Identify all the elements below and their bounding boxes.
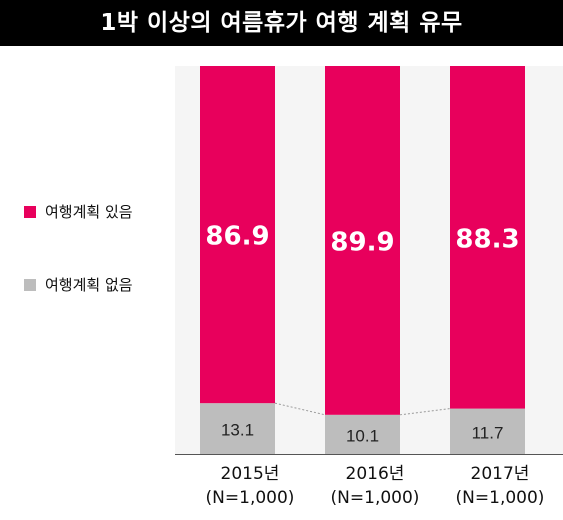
legend-label-no-plan: 여행계획 없음 bbox=[45, 276, 133, 294]
connector-line bbox=[399, 408, 451, 416]
data-label-has-plan: 89.9 bbox=[330, 227, 394, 257]
bar-no-plan bbox=[325, 414, 400, 454]
legend-label-has-plan: 여행계획 있음 bbox=[45, 203, 133, 221]
legend-swatch-has-plan bbox=[24, 205, 36, 218]
x-axis-label-2015: 2015년 (N=1,000) bbox=[188, 462, 312, 510]
bar-no-plan bbox=[200, 403, 275, 454]
x-tick-year: 2015년 bbox=[220, 464, 280, 484]
legend-swatch-no-plan bbox=[24, 278, 36, 291]
x-axis-label-2017: 2017년 (N=1,000) bbox=[438, 462, 562, 510]
bar-no-plan bbox=[450, 408, 525, 454]
x-tick-year: 2017년 bbox=[470, 464, 530, 484]
x-axis-label-2016: 2016년 (N=1,000) bbox=[313, 462, 437, 510]
data-label-no-plan: 13.1 bbox=[221, 421, 254, 440]
data-label-has-plan: 88.3 bbox=[455, 224, 519, 254]
legend-item-has-plan: 여행계획 있음 bbox=[24, 201, 133, 222]
data-label-has-plan: 86.9 bbox=[205, 222, 269, 252]
chart-title: 1박 이상의 여름휴가 여행 계획 유무 bbox=[0, 0, 563, 46]
bar-has-plan bbox=[200, 66, 275, 404]
x-tick-year: 2016년 bbox=[345, 464, 405, 484]
data-label-no-plan: 11.7 bbox=[472, 423, 504, 442]
data-label-no-plan: 10.1 bbox=[346, 426, 379, 445]
legend-item-no-plan: 여행계획 없음 bbox=[24, 274, 133, 295]
bar-has-plan bbox=[325, 66, 400, 415]
bar-has-plan bbox=[450, 66, 525, 409]
connector-line bbox=[274, 402, 326, 416]
x-tick-n: (N=1,000) bbox=[205, 488, 295, 508]
x-tick-n: (N=1,000) bbox=[455, 488, 545, 508]
x-tick-n: (N=1,000) bbox=[330, 488, 420, 508]
